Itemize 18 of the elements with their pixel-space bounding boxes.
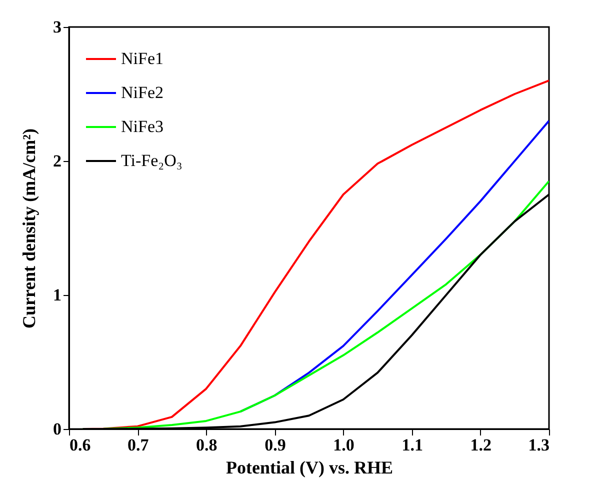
x-axis-title: Potential (V) vs. RHE bbox=[226, 458, 393, 478]
legend-label: Ti-Fe₂O₃ bbox=[121, 151, 182, 170]
x-tick-label: 0.8 bbox=[196, 436, 218, 454]
y-tick-label: 3 bbox=[53, 18, 62, 36]
x-tick-label: 1.2 bbox=[470, 436, 492, 454]
y-tick-label: 1 bbox=[53, 286, 62, 304]
x-tick-label: 0.7 bbox=[127, 436, 150, 454]
x-tick-label: 1.0 bbox=[333, 436, 354, 454]
x-tick-label: 1.1 bbox=[402, 436, 423, 454]
y-tick-label: 0 bbox=[53, 420, 62, 438]
legend-label: NiFe3 bbox=[121, 117, 164, 136]
legend-label: NiFe2 bbox=[121, 83, 164, 102]
x-tick-label: 1.3 bbox=[528, 436, 550, 454]
y-axis-title: Current density (mA/cm²) bbox=[19, 128, 39, 329]
y-tick-label: 2 bbox=[53, 152, 62, 170]
x-tick-label: 0.6 bbox=[70, 436, 91, 454]
legend-label: NiFe1 bbox=[121, 49, 164, 68]
x-tick-label: 0.9 bbox=[264, 436, 286, 454]
